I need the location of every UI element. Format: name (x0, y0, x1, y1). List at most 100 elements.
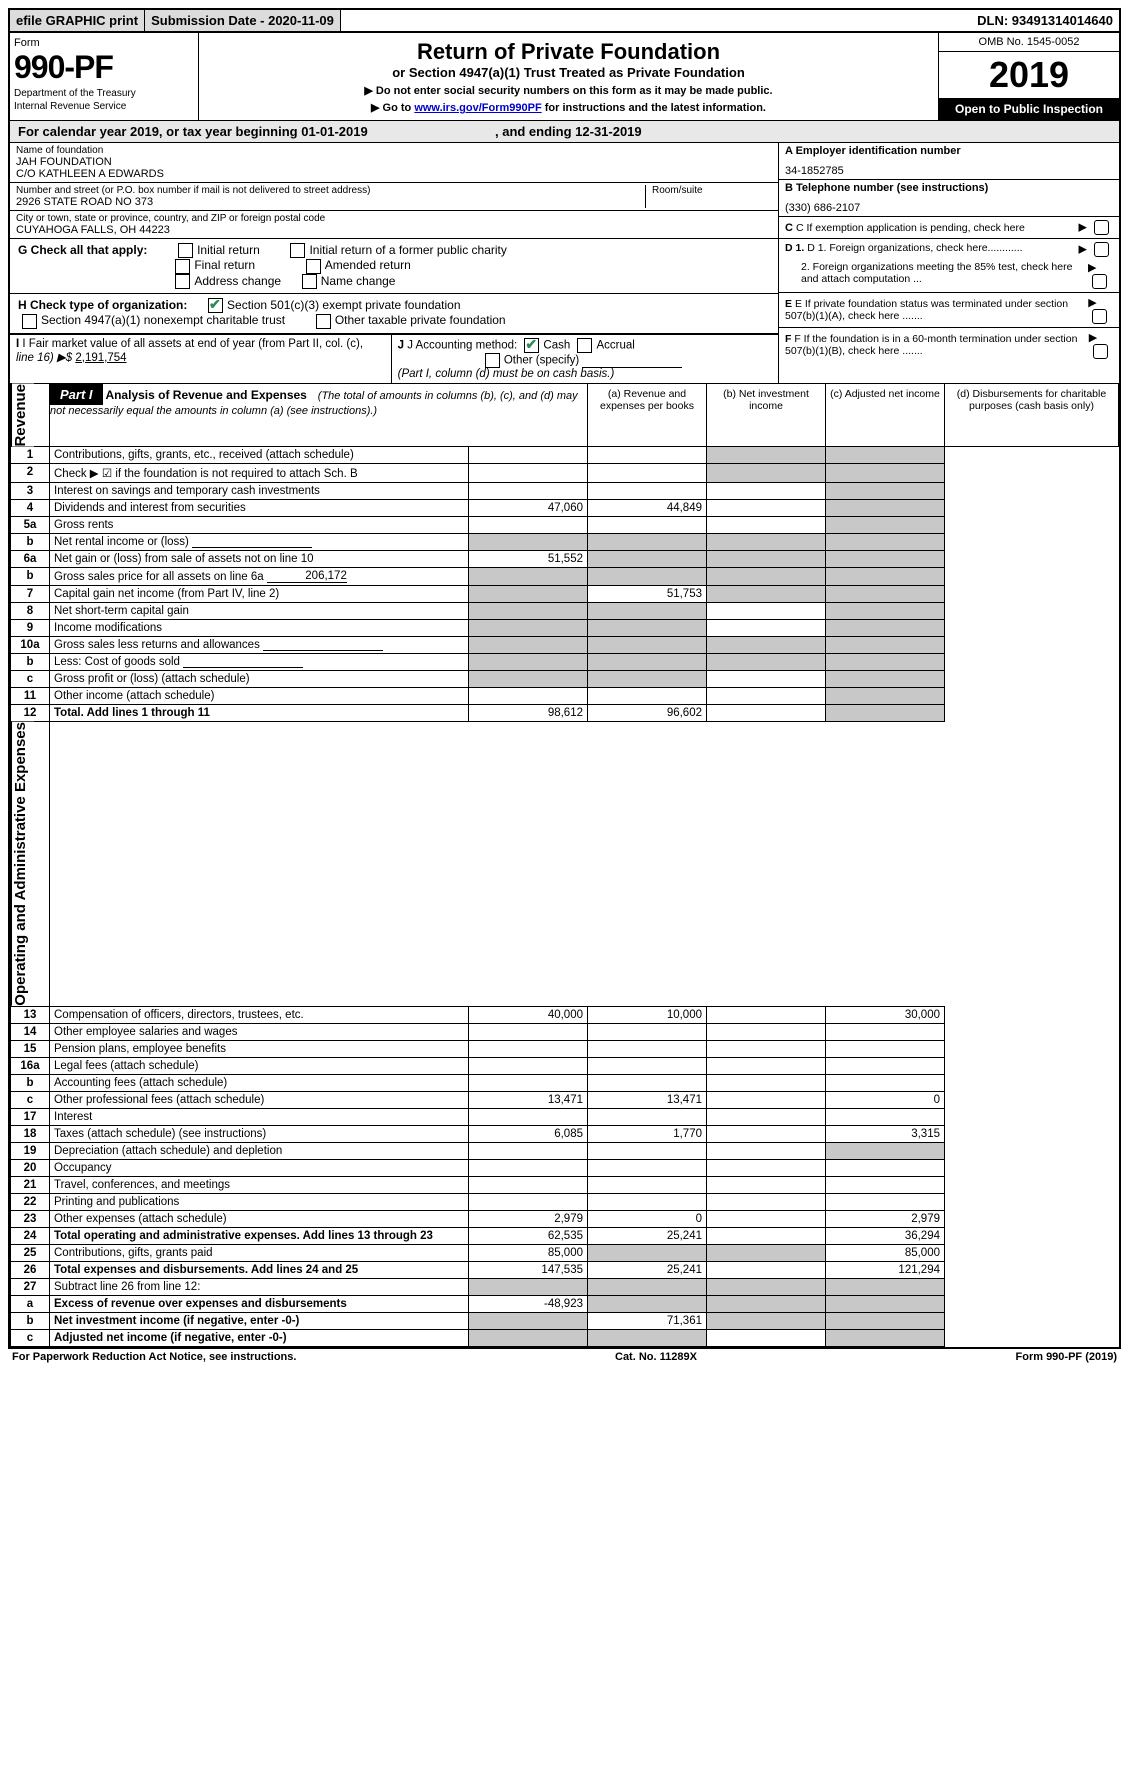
form-container: efile GRAPHIC print Submission Date - 20… (8, 8, 1121, 1349)
cb-4947[interactable] (22, 314, 37, 329)
form-label: Form (14, 37, 194, 49)
note-ssn: ▶ Do not enter social security numbers o… (209, 84, 928, 97)
phone-value: (330) 686-2107 (785, 202, 1113, 214)
table-row: bGross sales price for all assets on lin… (11, 568, 1119, 586)
ein-label: A Employer identification number (785, 145, 1113, 157)
cb-foreign-org[interactable] (1094, 242, 1109, 257)
cb-other-method[interactable] (485, 353, 500, 368)
col-b-header: (b) Net investment income (707, 383, 826, 447)
table-row: bAccounting fees (attach schedule) (11, 1074, 1119, 1091)
table-row: bLess: Cost of goods sold (11, 654, 1119, 671)
col-c-header: (c) Adjusted net income (826, 383, 945, 447)
cb-final-return[interactable] (175, 259, 190, 274)
col-a-header: (a) Revenue and expenses per books (588, 383, 707, 447)
dept-treasury: Department of the Treasury (14, 88, 194, 99)
table-row: 26Total expenses and disbursements. Add … (11, 1261, 1119, 1278)
table-row: 3Interest on savings and temporary cash … (11, 483, 1119, 500)
form-subtitle: or Section 4947(a)(1) Trust Treated as P… (209, 65, 928, 80)
table-row: 2Check ▶ ☑ if the foundation is not requ… (11, 464, 1119, 483)
calendar-year-row: For calendar year 2019, or tax year begi… (10, 120, 1119, 143)
table-row: 16aLegal fees (attach schedule) (11, 1057, 1119, 1074)
room-label: Room/suite (652, 185, 772, 196)
tax-year: 2019 (939, 52, 1119, 98)
table-row: 14Other employee salaries and wages (11, 1023, 1119, 1040)
cb-accrual[interactable] (577, 338, 592, 353)
table-row: 4Dividends and interest from securities4… (11, 500, 1119, 517)
table-row: 27Subtract line 26 from line 12: (11, 1278, 1119, 1295)
footer-right: Form 990-PF (2019) (1016, 1351, 1118, 1363)
table-row: 25Contributions, gifts, grants paid85,00… (11, 1244, 1119, 1261)
addr-label: Number and street (or P.O. box number if… (16, 185, 645, 196)
table-row: 13Compensation of officers, directors, t… (11, 1006, 1119, 1023)
submission-date: Submission Date - 2020-11-09 (145, 10, 341, 31)
section-h: H Check type of organization: Section 50… (10, 294, 778, 334)
side-revenue: Revenue (11, 384, 34, 447)
open-inspection: Open to Public Inspection (939, 98, 1119, 120)
side-expenses: Operating and Administrative Expenses (11, 722, 34, 1006)
section-i-j: I I Fair market value of all assets at e… (10, 334, 778, 383)
form-number: 990-PF (14, 49, 194, 86)
table-row: 20Occupancy (11, 1159, 1119, 1176)
table-row: 11Other income (attach schedule) (11, 688, 1119, 705)
form-header: Form 990-PF Department of the Treasury I… (10, 33, 1119, 120)
table-row: 9Income modifications (11, 620, 1119, 637)
city-label: City or town, state or province, country… (16, 213, 772, 224)
cb-name-change[interactable] (302, 274, 317, 289)
info-section: Name of foundation JAH FOUNDATION C/O KA… (10, 143, 1119, 383)
table-row: 19Depreciation (attach schedule) and dep… (11, 1142, 1119, 1159)
dln: DLN: 93491314014640 (971, 10, 1119, 31)
table-row: 17Interest (11, 1108, 1119, 1125)
table-row: 7Capital gain net income (from Part IV, … (11, 586, 1119, 603)
form-title: Return of Private Foundation (209, 39, 928, 65)
table-row: cOther professional fees (attach schedul… (11, 1091, 1119, 1108)
note-link-row: ▶ Go to www.irs.gov/Form990PF for instru… (209, 101, 928, 114)
table-row: aExcess of revenue over expenses and dis… (11, 1295, 1119, 1312)
cb-addr-change[interactable] (175, 274, 190, 289)
form-link[interactable]: www.irs.gov/Form990PF (414, 102, 541, 114)
city-state-zip: CUYAHOGA FALLS, OH 44223 (16, 224, 772, 236)
table-row: 21Travel, conferences, and meetings (11, 1176, 1119, 1193)
cb-501c3[interactable] (208, 298, 223, 313)
table-row: 23Other expenses (attach schedule)2,9790… (11, 1210, 1119, 1227)
foundation-co: C/O KATHLEEN A EDWARDS (16, 168, 772, 180)
table-row: 18Taxes (attach schedule) (see instructi… (11, 1125, 1119, 1142)
footer-center: Cat. No. 11289X (615, 1351, 697, 1363)
table-row: 5aGross rents (11, 517, 1119, 534)
cb-other-taxable[interactable] (316, 314, 331, 329)
omb-number: OMB No. 1545-0052 (939, 33, 1119, 52)
cb-initial-former[interactable] (290, 243, 305, 258)
footer-left: For Paperwork Reduction Act Notice, see … (12, 1351, 296, 1363)
part1-table: Revenue Part I Analysis of Revenue and E… (10, 383, 1119, 1347)
table-row: 6aNet gain or (loss) from sale of assets… (11, 551, 1119, 568)
cb-foreign-85[interactable] (1092, 274, 1107, 289)
footer: For Paperwork Reduction Act Notice, see … (8, 1349, 1121, 1365)
table-row: 24Total operating and administrative exp… (11, 1227, 1119, 1244)
cb-status-terminated[interactable] (1092, 309, 1107, 324)
table-row: 22Printing and publications (11, 1193, 1119, 1210)
col-d-header: (d) Disbursements for charitable purpose… (945, 383, 1119, 447)
cb-exemption-pending[interactable] (1094, 220, 1109, 235)
name-label: Name of foundation (16, 145, 772, 156)
table-row: 10aGross sales less returns and allowanc… (11, 637, 1119, 654)
street-address: 2926 STATE ROAD NO 373 (16, 196, 645, 208)
cb-amended[interactable] (306, 259, 321, 274)
fmv-value: 2,191,754 (75, 352, 126, 364)
section-g: G Check all that apply: Initial return I… (10, 239, 778, 294)
table-row: cGross profit or (loss) (attach schedule… (11, 671, 1119, 688)
table-row: bNet rental income or (loss) (11, 534, 1119, 551)
foundation-name: JAH FOUNDATION (16, 156, 772, 168)
table-row: 8Net short-term capital gain (11, 603, 1119, 620)
cb-60-month[interactable] (1093, 344, 1108, 359)
topbar: efile GRAPHIC print Submission Date - 20… (10, 10, 1119, 33)
dept-irs: Internal Revenue Service (14, 101, 194, 112)
phone-label: B Telephone number (see instructions) (785, 182, 1113, 194)
cb-initial-return[interactable] (178, 243, 193, 258)
table-row: 15Pension plans, employee benefits (11, 1040, 1119, 1057)
table-row: bNet investment income (if negative, ent… (11, 1312, 1119, 1329)
table-row: 12Total. Add lines 1 through 1198,61296,… (11, 705, 1119, 722)
table-row: cAdjusted net income (if negative, enter… (11, 1329, 1119, 1346)
ein-value: 34-1852785 (785, 165, 1113, 177)
cb-cash[interactable] (524, 338, 539, 353)
table-row: 1Contributions, gifts, grants, etc., rec… (11, 447, 1119, 464)
efile-badge: efile GRAPHIC print (10, 10, 145, 31)
